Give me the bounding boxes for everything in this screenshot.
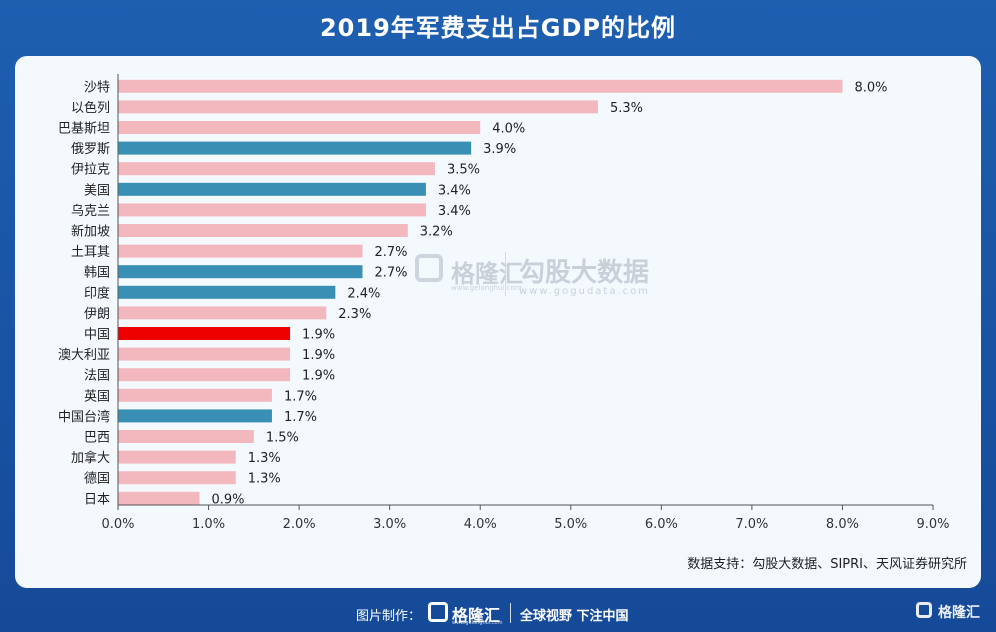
category-label: 德国 [84, 472, 110, 487]
x-tick-label: 5.0% [554, 517, 587, 532]
category-label: 乌克兰 [71, 203, 110, 219]
bar [118, 306, 327, 320]
category-label: 伊拉克 [71, 163, 110, 178]
x-tick-label: 1.0% [192, 517, 225, 532]
data-label: 8.0% [854, 80, 887, 95]
category-label: 以色列 [71, 100, 110, 116]
bar [118, 100, 598, 114]
bar [118, 224, 408, 237]
data-label: 1.3% [248, 451, 281, 466]
bar [118, 388, 272, 402]
category-label: 土耳其 [71, 245, 110, 260]
bar [118, 491, 200, 505]
category-label: 巴西 [84, 431, 110, 446]
bar [118, 203, 426, 217]
data-label: 3.9% [483, 142, 516, 157]
corner-logo-icon [916, 602, 932, 618]
data-label: 3.4% [438, 183, 471, 198]
category-label: 新加坡 [71, 224, 110, 240]
footer-divider [510, 603, 511, 623]
footer-logo-icon [428, 602, 448, 622]
category-label: 英国 [84, 389, 110, 404]
category-label: 巴基斯坦 [58, 122, 110, 137]
data-label: 5.3% [610, 101, 643, 116]
data-label: 1.5% [266, 431, 299, 446]
bar [118, 79, 843, 93]
x-tick-label: 6.0% [645, 517, 678, 532]
footer-brand-sub: www.gelonghui.com [452, 620, 503, 626]
x-tick-label: 0.0% [101, 517, 134, 532]
bar [118, 327, 291, 340]
data-label: 1.7% [284, 410, 317, 425]
chart-title: 2019年军费支出占GDP的比例 [319, 14, 676, 42]
footer-slogan: 全球视野 下注中国 [520, 609, 629, 624]
data-label: 1.9% [302, 369, 335, 384]
category-label: 加拿大 [71, 450, 110, 466]
x-tick-label: 3.0% [373, 517, 406, 532]
data-label: 2.7% [375, 266, 408, 281]
data-label: 4.0% [492, 122, 525, 137]
data-label: 2.7% [375, 245, 408, 260]
bar [118, 141, 472, 155]
category-label: 法国 [84, 369, 110, 384]
category-label: 澳大利亚 [58, 347, 110, 363]
footer-brand: 格隆汇 [452, 606, 501, 625]
bar [118, 450, 236, 464]
data-label: 1.9% [302, 348, 335, 363]
bar [118, 265, 363, 279]
bar [118, 162, 435, 176]
bar [118, 430, 254, 443]
x-tick-label: 8.0% [826, 517, 859, 532]
category-label: 俄罗斯 [71, 142, 110, 157]
bar [118, 285, 336, 299]
data-label: 1.3% [248, 472, 281, 487]
x-tick-label: 2.0% [283, 517, 316, 532]
data-label: 2.3% [338, 307, 371, 322]
data-label: 2.4% [347, 286, 380, 301]
category-label: 中国台湾 [58, 409, 110, 425]
bar [118, 244, 363, 258]
data-label: 3.4% [438, 204, 471, 219]
bar [118, 368, 291, 382]
bar [118, 121, 481, 134]
category-label: 日本 [84, 492, 110, 507]
data-label: 3.5% [447, 163, 480, 178]
data-label: 1.7% [284, 389, 317, 404]
chart-panel: 格隆汇 www.gelonghui.com 勾股大数据 www.gogudata… [15, 56, 981, 588]
bar [118, 347, 291, 361]
category-label: 韩国 [84, 266, 110, 281]
x-tick-label: 4.0% [464, 517, 497, 532]
x-tick-label: 9.0% [916, 517, 949, 532]
bar-chart: 沙特 8.0% 以色列 5.3% 巴基斯坦 4.0% 俄罗斯 3.9% 伊拉克 3.5% 美国 3.4… [58, 74, 950, 532]
data-source: 数据支持：勾股大数据、SIPRI、天风证券研究所 [687, 557, 967, 572]
data-label: 0.9% [212, 492, 245, 507]
bar [118, 471, 236, 485]
category-label: 印度 [84, 285, 110, 301]
category-label: 中国 [84, 328, 110, 343]
footer-made-by: 图片制作： [356, 609, 422, 624]
data-label: 3.2% [420, 225, 453, 240]
category-label: 伊朗 [84, 307, 110, 322]
category-label: 沙特 [84, 80, 110, 95]
bar [118, 182, 426, 196]
data-label: 1.9% [302, 328, 335, 343]
category-label: 美国 [84, 183, 110, 198]
footer: 图片制作： 格隆汇 www.gelonghui.com 全球视野 下注中国 格隆… [0, 598, 996, 628]
x-tick-label: 7.0% [735, 517, 768, 532]
corner-brand: 格隆汇 [938, 605, 980, 621]
bar [118, 409, 272, 423]
